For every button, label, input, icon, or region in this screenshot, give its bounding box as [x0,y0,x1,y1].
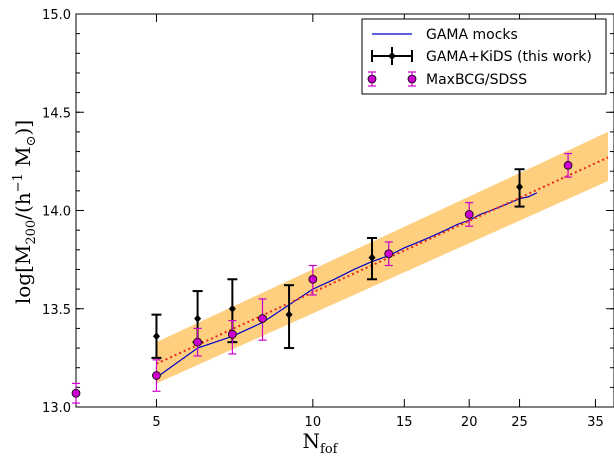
y-axis-title: log[M200/(h−1 M⊙)] [11,120,39,304]
gamakids-point [228,304,236,313]
y-tick-label: 15.0 [42,8,71,23]
legend-label-gamakids: GAMA+KiDS (this work) [426,49,592,65]
x-tick-label: 10 [305,415,322,430]
maxbcg-point [464,210,474,219]
x-tick-label: 25 [511,415,528,430]
x-tick-label: 15 [396,415,413,430]
y-tick-label: 13.0 [42,401,71,416]
gamakids-point [194,314,202,323]
y-tick-label: 14.0 [42,205,71,220]
legend: GAMA mocks GAMA+KiDS (this work) MaxBCG/… [361,18,607,95]
legend-label-maxbcg: MaxBCG/SDSS [426,72,527,88]
marker-layer [71,160,573,398]
gamakids-point [516,182,524,191]
axis-ticks: 5 10 15 20 25 35 13.0 13.5 14.0 14.5 15.0 [42,8,614,430]
maxbcg-point [71,388,81,398]
x-tick-label: 5 [152,415,160,430]
x-tick-label: 35 [587,415,604,430]
x-tick-label: 20 [461,415,478,430]
maxbcg-point [563,160,573,170]
gamakids-point [368,253,376,262]
maxbcg-point [227,329,237,339]
maxbcg-point [193,337,202,347]
maxbcg-point [152,371,161,380]
legend-label-mocks: GAMA mocks [426,27,518,43]
y-tick-label: 14.5 [42,106,71,121]
legend-swatch-maxbcg [367,71,417,87]
maxbcg-point [258,314,267,323]
maxbcg-point [308,274,318,284]
x-axis-title: Nfof [303,429,339,457]
series-line-layer [156,156,609,379]
y-tick-label: 13.5 [42,303,71,318]
maxbcg-point [384,249,394,259]
legend-swatch-gamakids [371,47,413,65]
gamakids-point [285,310,293,319]
gamakids-point [152,332,160,341]
